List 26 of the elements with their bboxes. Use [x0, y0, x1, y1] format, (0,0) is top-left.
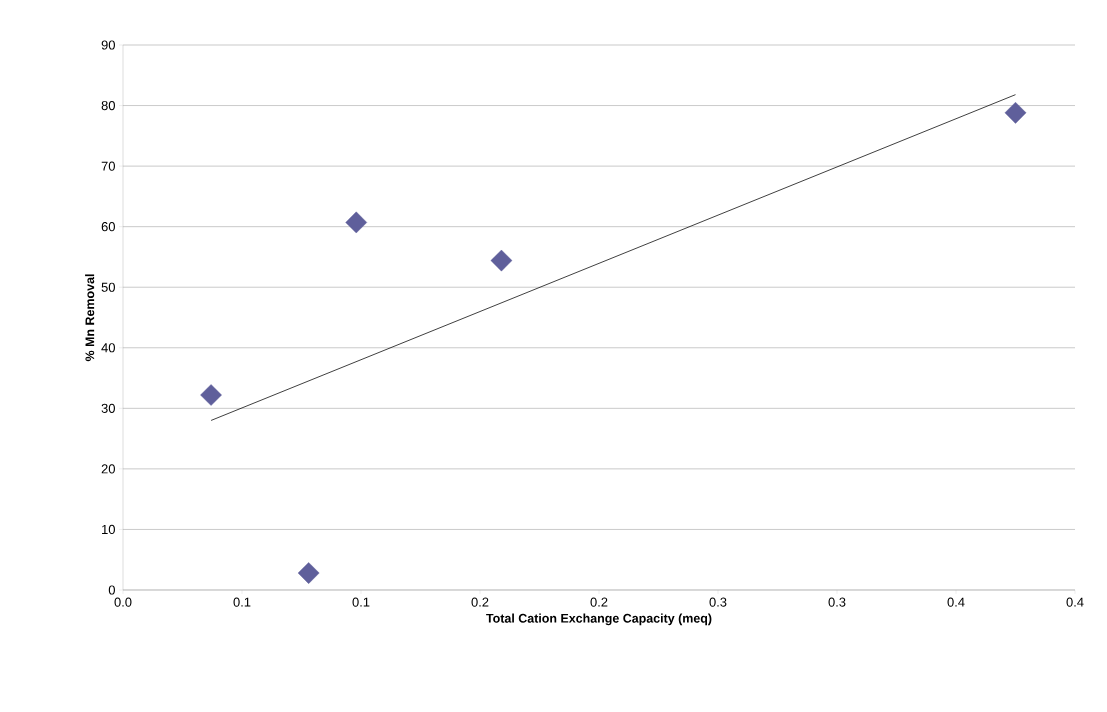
y-tick-label: 80	[101, 100, 115, 111]
x-tick-label: 0.2	[590, 597, 608, 607]
x-tick-label: 0.4	[1066, 597, 1084, 607]
x-tick-label: 0.3	[709, 597, 727, 607]
y-tick-label: 10	[102, 524, 115, 535]
x-tick-label: 0.0	[114, 597, 132, 607]
y-tick-label: 90	[101, 40, 115, 50]
point	[490, 249, 513, 272]
y-tick-label: 70	[101, 161, 115, 171]
point	[200, 384, 222, 406]
y-tick-label: 20	[101, 464, 115, 474]
x-tick-label: 0.4	[947, 597, 965, 607]
x-tick-label: 0.3	[828, 597, 846, 607]
y-tick-label: 50	[101, 282, 115, 292]
y-tick-label: 30	[101, 403, 115, 413]
x-tick-label: 0.1	[352, 597, 370, 607]
x-tick-label: 0.2	[471, 597, 489, 607]
y-tick-label: 40	[101, 343, 115, 353]
x-tick-label: 0.1	[233, 597, 251, 607]
x-axis-title: Total Cation Exchange Capacity (meq)	[486, 613, 712, 626]
point	[297, 562, 320, 584]
y-axis-title: % Mn Removal	[85, 274, 95, 362]
y-tick-label: 0	[108, 585, 115, 595]
point	[345, 211, 368, 234]
y-tick-label: 60	[101, 222, 115, 232]
point	[1004, 102, 1027, 124]
